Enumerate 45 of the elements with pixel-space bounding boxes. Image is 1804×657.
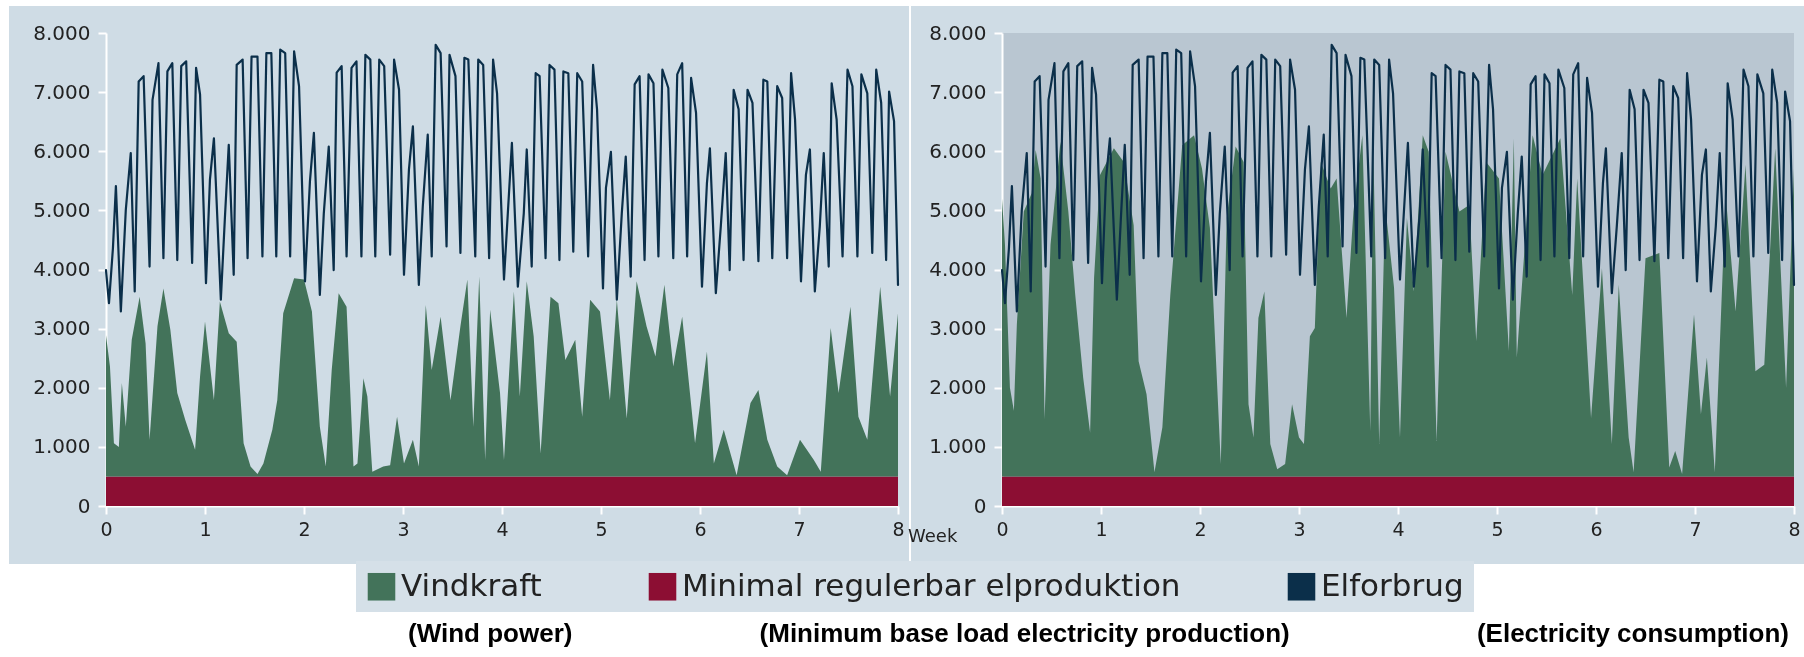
x-tick-label: 1 — [1095, 517, 1108, 540]
y-tick-label: 1.000 — [929, 434, 987, 459]
y-tick-label: 6.000 — [929, 138, 987, 163]
x-tick-label: 8 — [892, 517, 905, 540]
x-tick-label: 6 — [694, 517, 707, 540]
y-tick-label: 5.000 — [929, 197, 987, 222]
text: (Minimum base load electricity production) — [759, 618, 1290, 649]
line-series — [1000, 43, 1796, 313]
legend-label: Minimal regulerbar elproduktion — [682, 566, 1181, 603]
x-tick-label: 5 — [595, 517, 608, 540]
legend-label: Vindkraft — [401, 566, 542, 603]
y-tick-label: 4.000 — [929, 257, 987, 281]
y-tick-label: 7.000 — [33, 79, 91, 104]
y-tick-label: 2.000 — [929, 375, 987, 400]
y-tick-label: 5.000 — [33, 197, 91, 222]
text: (Electricity consumption) — [1476, 618, 1789, 649]
y-tick-label: 3.000 — [929, 316, 987, 341]
y-tick-label: 0 — [973, 493, 987, 518]
x-tick-label: 1 — [199, 517, 212, 540]
x-tick-label: 2 — [1194, 517, 1207, 540]
y-tick-label: 6.000 — [33, 138, 91, 163]
x-axis-title: Week — [908, 525, 958, 546]
x-tick-label: 0 — [100, 517, 113, 540]
y-tick-label: 3.000 — [33, 316, 91, 341]
x-tick-label: 5 — [1491, 517, 1504, 540]
x-tick-label: 8 — [1788, 517, 1801, 540]
y-tick-label: 8.000 — [929, 20, 987, 45]
x-tick-label: 3 — [1293, 517, 1306, 540]
y-tick-label: 1.000 — [33, 434, 91, 459]
y-tick-label: 7.000 — [929, 79, 987, 104]
x-tick-label: 3 — [397, 517, 410, 540]
x-tick-label: 0 — [996, 517, 1009, 540]
y-tick-label: 8.000 — [33, 20, 91, 45]
y-tick-label: 2.000 — [33, 375, 91, 400]
x-tick-label: 4 — [496, 517, 509, 540]
x-tick-label: 4 — [1392, 517, 1405, 540]
text: (Wind power) — [408, 618, 573, 649]
x-tick-label: 7 — [1689, 517, 1702, 540]
x-tick-label: 6 — [1590, 517, 1603, 540]
x-tick-label: 7 — [793, 517, 806, 540]
y-tick-label: 4.000 — [33, 257, 91, 281]
line-series — [104, 43, 900, 313]
x-tick-label: 2 — [298, 517, 311, 540]
y-tick-label: 0 — [77, 493, 91, 518]
legend-label: Elforbrug — [1321, 566, 1464, 603]
